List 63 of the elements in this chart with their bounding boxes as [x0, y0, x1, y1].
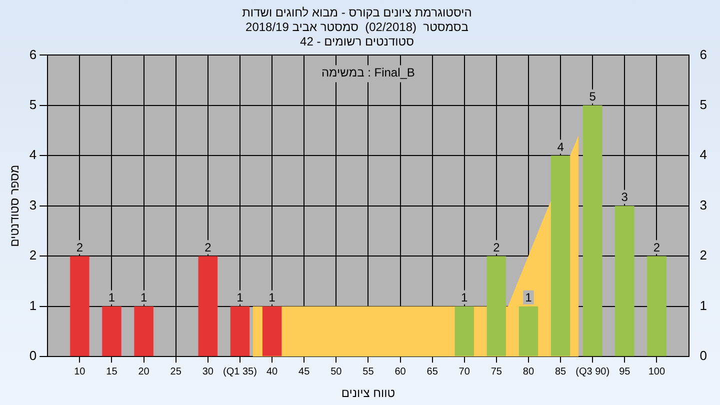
y-tick-label: 4 — [29, 147, 37, 162]
x-tick-label: 10 — [74, 366, 86, 378]
y2-tick-label: 6 — [700, 46, 708, 62]
x-tick-label: 30 — [202, 366, 214, 378]
x-axis-title: טווח ציונים — [341, 386, 396, 400]
bar — [230, 306, 250, 356]
y-tick-label: 6 — [29, 46, 37, 62]
bar — [198, 256, 218, 356]
y-tick-label: 1 — [29, 298, 37, 313]
data-label: 2 — [204, 240, 212, 254]
y2-tick-label: 4 — [700, 147, 708, 162]
data-label: 2 — [76, 240, 84, 254]
x-tick-label: 75 — [490, 366, 502, 378]
x-tick-label: (Q1 35) — [223, 366, 257, 378]
data-label: 2 — [653, 240, 660, 254]
y2-tick-label: 5 — [700, 97, 708, 112]
data-label: 1 — [525, 290, 532, 305]
bar — [102, 306, 122, 356]
bar — [550, 156, 570, 356]
bar — [70, 256, 90, 356]
y2-tick-label: 0 — [700, 348, 708, 364]
bar — [454, 306, 474, 356]
bar — [262, 306, 282, 356]
x-tick-label: 70 — [458, 366, 470, 378]
x-tick-label: 40 — [266, 366, 278, 378]
x-tick-label: 60 — [394, 366, 406, 378]
y2-tick-label: 3 — [700, 197, 708, 212]
x-tick-label: 85 — [554, 366, 567, 378]
data-label: 1 — [140, 290, 148, 305]
data-label: 1 — [268, 290, 276, 305]
y-tick-label: 3 — [29, 197, 37, 212]
x-tick-label: 100 — [648, 366, 666, 378]
bar — [518, 306, 538, 356]
x-tick-label: 25 — [170, 366, 182, 378]
x-tick-label: 45 — [298, 366, 310, 378]
y-tick-label: 5 — [29, 97, 37, 112]
x-tick-label: 15 — [106, 366, 118, 378]
x-tick-label: 55 — [362, 366, 374, 378]
bar — [582, 105, 602, 356]
bar — [647, 256, 666, 356]
data-label: 1 — [108, 290, 116, 305]
x-tick-label: 95 — [619, 366, 631, 378]
bar — [486, 256, 506, 356]
chart-title: היסטוגרמת ציונים בקורס - מבוא לחוגים ושדות בסמסטר (02/2018) סמסטר אביב 2018/19 סטודנטים רשומים - 42 — [242, 6, 472, 48]
bar — [615, 206, 634, 356]
x-tick-label: (Q3 90) — [576, 366, 610, 378]
data-label: 1 — [236, 290, 244, 305]
x-tick-label: 50 — [330, 366, 342, 378]
annotation: במשימה : Final_B — [321, 66, 415, 80]
x-tick-label: 65 — [426, 366, 438, 378]
bar — [134, 306, 154, 356]
x-tick-label: 20 — [138, 366, 150, 378]
y-tick-label: 2 — [29, 248, 37, 263]
y2-tick-label: 1 — [700, 298, 708, 313]
data-label: 3 — [621, 190, 628, 204]
data-label: 1 — [461, 290, 468, 305]
x-tick-label: 80 — [522, 366, 534, 378]
y2-tick-label: 2 — [700, 248, 708, 263]
data-label: 2 — [493, 240, 500, 254]
data-label: 5 — [589, 90, 596, 104]
y-tick-label: 0 — [29, 348, 37, 364]
y-axis-title: מספר סטודנטים — [8, 164, 22, 247]
data-label: 4 — [557, 140, 564, 154]
